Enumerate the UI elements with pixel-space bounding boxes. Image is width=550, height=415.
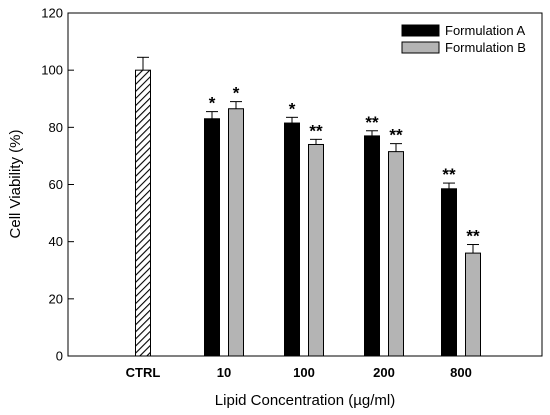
x-tick-label-200: 200 xyxy=(373,365,395,380)
y-tick-label: 100 xyxy=(41,63,63,78)
x-tick-label-ctrl: CTRL xyxy=(126,365,161,380)
significance-marker: * xyxy=(209,94,216,113)
legend-label-formulation-a: Formulation A xyxy=(445,23,526,38)
bar-formulation-a-200 xyxy=(364,135,380,357)
bar-formulation-b-10 xyxy=(228,108,244,357)
y-tick-label: 40 xyxy=(49,234,63,249)
significance-marker: * xyxy=(233,84,240,103)
y-tick-label: 80 xyxy=(49,120,63,135)
significance-marker: ** xyxy=(442,165,456,184)
bar-formulation-a-800 xyxy=(441,188,457,357)
bar-formulation-a-10 xyxy=(204,118,220,357)
bars-group: ***** ******** xyxy=(135,56,481,357)
x-tick-label-800: 800 xyxy=(450,365,472,380)
y-tick-label: 120 xyxy=(41,6,63,21)
x-axis-title: Lipid Concentration (µg/ml) xyxy=(215,392,395,409)
significance-marker: ** xyxy=(389,126,403,145)
legend-label-formulation-b: Formulation B xyxy=(445,40,526,55)
significance-marker: * xyxy=(289,99,296,118)
significance-marker: ** xyxy=(466,227,480,246)
bar-formulation-b-200 xyxy=(388,151,404,357)
bar-formulation-b-800 xyxy=(465,252,481,357)
y-axis-title: Cell Viability (%) xyxy=(7,130,24,239)
x-tick-label-10: 10 xyxy=(217,365,231,380)
x-tick-label-100: 100 xyxy=(293,365,315,380)
bar-formulation-b-100 xyxy=(308,143,324,357)
y-tick-label: 20 xyxy=(49,291,63,306)
significance-marker: ** xyxy=(365,113,379,132)
legend-swatch-formulation-b xyxy=(401,41,440,54)
bar-formulation-a-100 xyxy=(284,122,300,357)
x-axis-tick-labels: CTRL 10 100 200 800 xyxy=(126,365,472,380)
significance-marker: ** xyxy=(309,121,323,140)
legend: Formulation A Formulation B xyxy=(401,23,526,55)
legend-swatch-formulation-a xyxy=(401,24,440,37)
bar-ctrl xyxy=(135,69,151,357)
y-tick-label: 60 xyxy=(49,177,63,192)
y-tick-label: 0 xyxy=(56,349,63,364)
y-axis-ticks: 0 20 40 60 80 100 120 xyxy=(41,6,74,364)
